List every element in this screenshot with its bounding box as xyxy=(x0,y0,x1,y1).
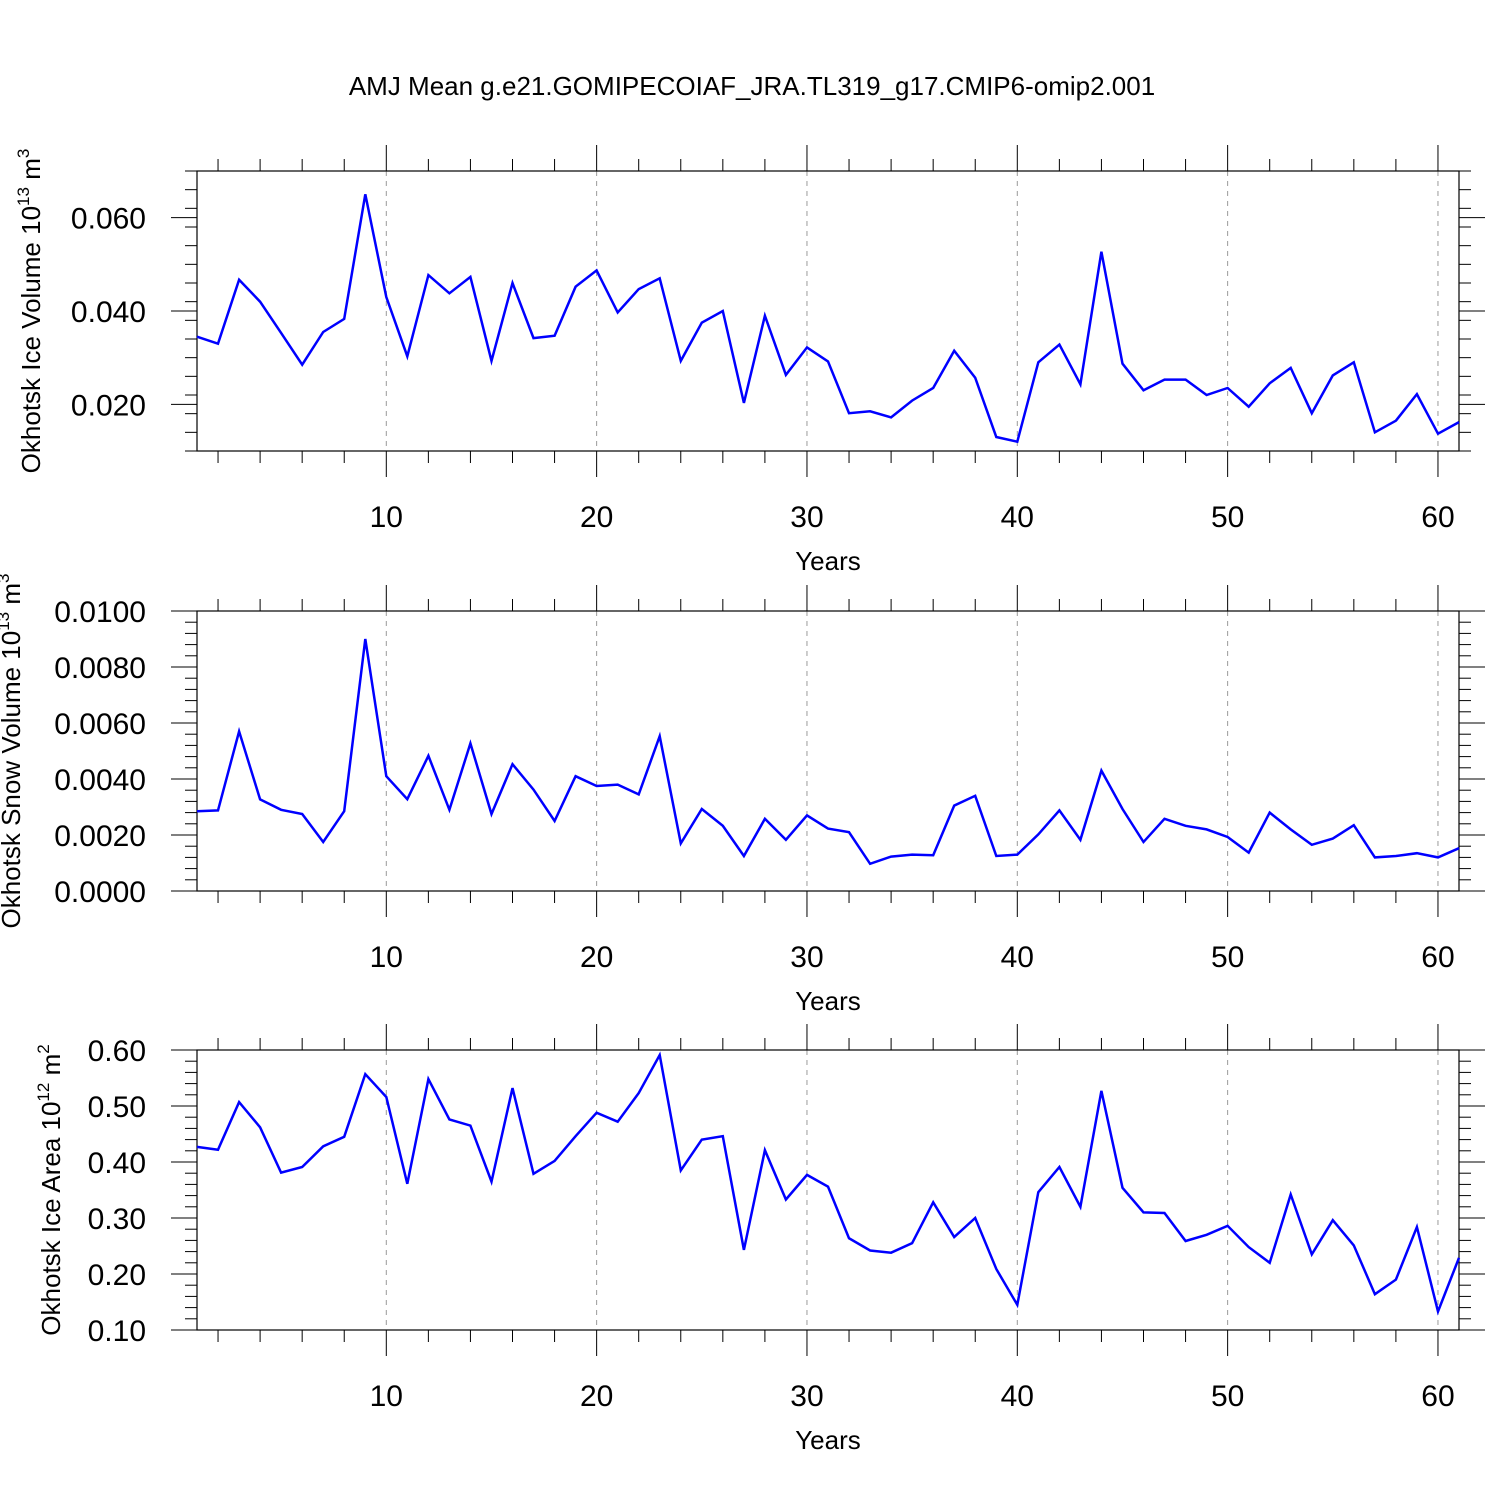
x-axis-label: Years xyxy=(795,1425,861,1455)
x-tick-label: 40 xyxy=(1001,1380,1034,1413)
x-tick-label: 60 xyxy=(1421,501,1454,534)
y-axis-label: Okhotsk Snow Volume 1013 m3 xyxy=(0,574,26,929)
chart-title: AMJ Mean g.e21.GOMIPECOIAF_JRA.TL319_g17… xyxy=(349,71,1155,101)
x-tick-label: 10 xyxy=(370,501,403,534)
series-line xyxy=(196,194,1460,444)
y-tick-label: 0.0040 xyxy=(54,764,146,797)
y-tick-label: 0.50 xyxy=(88,1091,146,1124)
y-tick-label: 0.10 xyxy=(88,1315,146,1348)
y-tick-label: 0.0000 xyxy=(54,876,146,909)
x-tick-label: 20 xyxy=(580,501,613,534)
plot-frame xyxy=(196,1049,1460,1331)
x-tick-label: 50 xyxy=(1211,941,1244,974)
x-axis-label: Years xyxy=(795,986,861,1016)
y-tick-label: 0.60 xyxy=(88,1035,146,1068)
x-tick-label: 50 xyxy=(1211,501,1244,534)
x-tick-label: 60 xyxy=(1421,941,1454,974)
x-axis-label: Years xyxy=(795,546,861,576)
x-tick-label: 10 xyxy=(370,1380,403,1413)
x-tick-label: 20 xyxy=(580,1380,613,1413)
y-tick-label: 0.060 xyxy=(71,203,146,236)
x-tick-label: 30 xyxy=(790,501,823,534)
series-line xyxy=(196,1051,1461,1316)
y-tick-label: 0.020 xyxy=(71,389,146,422)
plot-frame xyxy=(196,170,1460,452)
y-tick-label: 0.30 xyxy=(88,1203,146,1236)
y-tick-label: 0.0060 xyxy=(54,708,146,741)
ice-volume-panel: 10 20 30 40 50 60 0.020 0.040 0.060 Years Okhotsk … xyxy=(14,145,1485,576)
y-tick-label: 0.40 xyxy=(88,1147,146,1180)
x-tick-label: 40 xyxy=(1001,941,1034,974)
x-tick-label: 60 xyxy=(1421,1380,1454,1413)
x-tick-label: 50 xyxy=(1211,1380,1244,1413)
x-tick-label: 10 xyxy=(370,941,403,974)
x-tick-label: 30 xyxy=(790,1380,823,1413)
x-tick-label: 40 xyxy=(1001,501,1034,534)
snow-volume-panel: 10 20 30 40 50 60 0.0000 0.0020 0.0040 0.0060 0.00… xyxy=(0,574,1485,1016)
ice-area-panel: 10 20 30 40 50 60 0.10 0.20 0.30 0.40 0.50 0.60 Year… xyxy=(34,1024,1485,1455)
y-tick-label: 0.0020 xyxy=(54,820,146,853)
y-tick-label: 0.0100 xyxy=(54,596,146,629)
x-tick-label: 30 xyxy=(790,941,823,974)
x-tick-label: 20 xyxy=(580,941,613,974)
series-line xyxy=(196,638,1460,866)
y-axis-label: Okhotsk Ice Volume 1013 m3 xyxy=(14,149,46,474)
y-tick-label: 0.040 xyxy=(71,296,146,329)
y-tick-label: 0.20 xyxy=(88,1259,146,1292)
y-tick-label: 0.0080 xyxy=(54,652,146,685)
plot-frame xyxy=(196,610,1460,892)
y-axis-label: Okhotsk Ice Area 1012 m2 xyxy=(34,1044,66,1335)
